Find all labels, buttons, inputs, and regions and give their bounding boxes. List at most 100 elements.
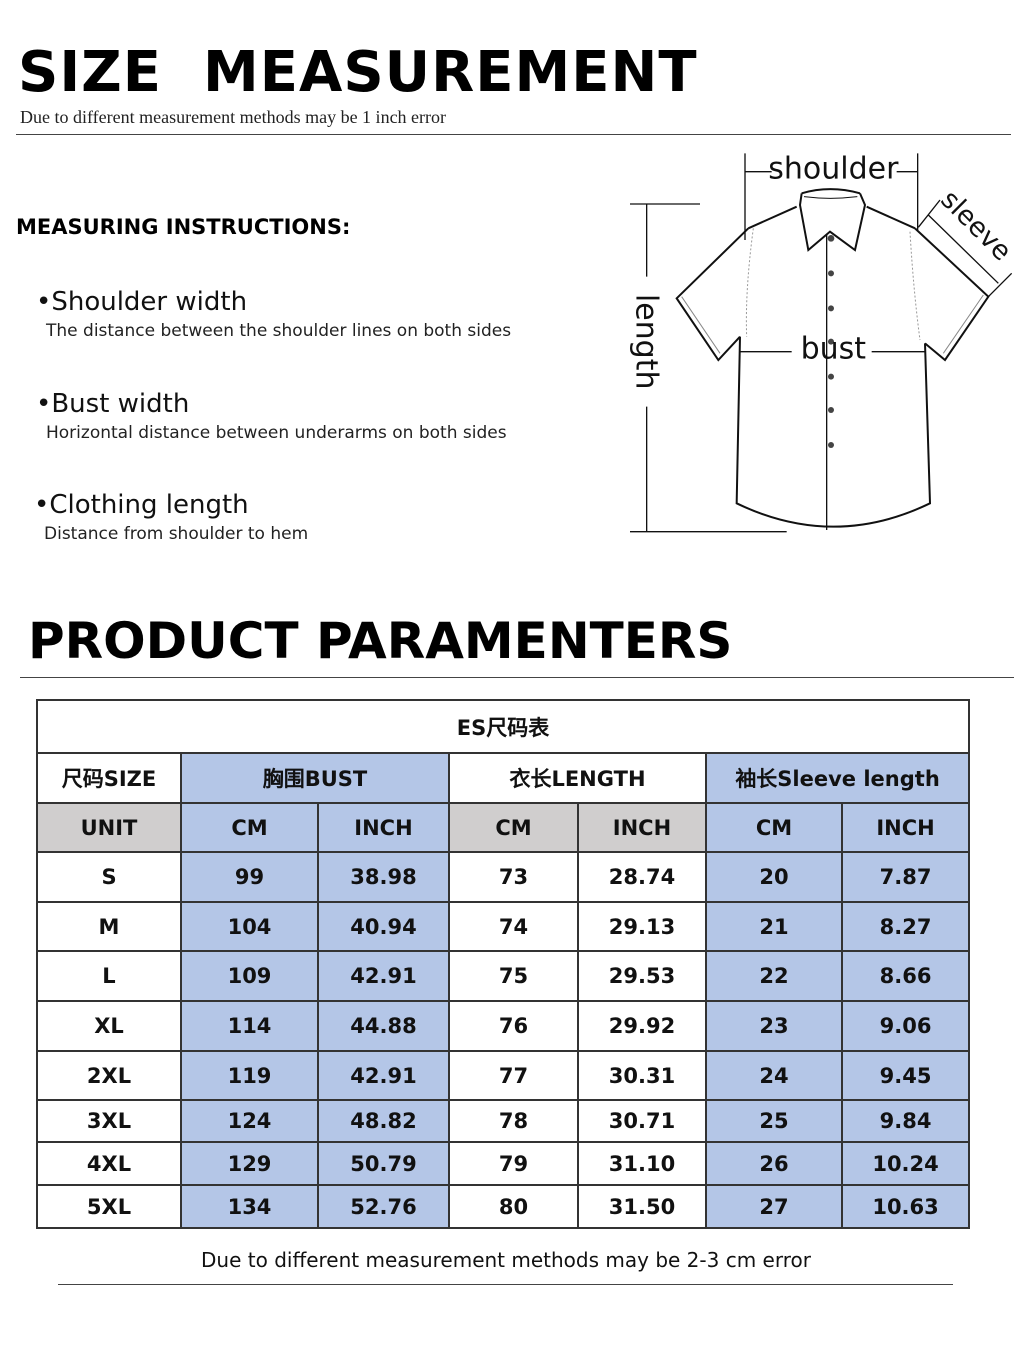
length-label: length xyxy=(629,294,664,390)
value-cell: 22 xyxy=(705,950,843,1002)
value-cell: 134 xyxy=(180,1184,319,1229)
value-cell: 31.10 xyxy=(577,1141,707,1186)
value-cell: 8.66 xyxy=(840,950,971,1002)
value-cell: 52.76 xyxy=(317,1184,450,1229)
value-cell: 27 xyxy=(705,1184,843,1229)
value-cell: 79 xyxy=(448,1141,579,1186)
size-cell: S xyxy=(36,851,182,903)
size-cell: 3XL xyxy=(36,1099,182,1143)
value-cell: 48.82 xyxy=(317,1099,450,1143)
header-length: 衣长LENGTH xyxy=(448,752,707,804)
instruction-desc: The distance between the shoulder lines … xyxy=(46,321,512,341)
unit-cell: INCH xyxy=(840,802,971,853)
table-row: S 99 38.98 73 28.74 20 7.87 xyxy=(36,851,971,903)
table-row: M 104 40.94 74 29.13 21 8.27 xyxy=(36,901,971,952)
table-row: 5XL 134 52.76 80 31.50 27 10.63 xyxy=(36,1184,971,1229)
value-cell: 44.88 xyxy=(317,1000,450,1052)
value-cell: 30.31 xyxy=(577,1050,707,1101)
header-bust: 胸围BUST xyxy=(180,752,450,804)
value-cell: 9.06 xyxy=(840,1000,971,1052)
shirt-outline-icon xyxy=(675,188,990,530)
value-cell: 26 xyxy=(705,1141,843,1186)
value-cell: 78 xyxy=(448,1099,579,1143)
dimension-lines xyxy=(630,153,1013,533)
table-row: L 109 42.91 75 29.53 22 8.66 xyxy=(36,950,971,1002)
size-cell: 2XL xyxy=(36,1050,182,1101)
value-cell: 109 xyxy=(180,950,319,1002)
sleeve-label: sleeve xyxy=(935,184,1018,267)
value-cell: 10.63 xyxy=(840,1184,971,1229)
value-cell: 80 xyxy=(448,1184,579,1229)
value-cell: 10.24 xyxy=(840,1141,971,1186)
value-cell: 73 xyxy=(448,851,579,903)
instruction-bust: •Bust width Horizontal distance between … xyxy=(36,389,507,443)
divider xyxy=(16,134,1011,135)
value-cell: 9.45 xyxy=(840,1050,971,1101)
value-cell: 114 xyxy=(180,1000,319,1052)
value-cell: 77 xyxy=(448,1050,579,1101)
value-cell: 50.79 xyxy=(317,1141,450,1186)
table-row: XL 114 44.88 76 29.92 23 9.06 xyxy=(36,1000,971,1052)
value-cell: 119 xyxy=(180,1050,319,1101)
value-cell: 8.27 xyxy=(840,901,971,952)
unit-cell: CM xyxy=(705,802,843,853)
section-title: PRODUCT PARAMENTERS xyxy=(28,612,733,670)
value-cell: 40.94 xyxy=(317,901,450,952)
unit-cell: INCH xyxy=(317,802,450,853)
instruction-desc: Horizontal distance between underarms on… xyxy=(46,423,507,443)
value-cell: 74 xyxy=(448,901,579,952)
value-cell: 24 xyxy=(705,1050,843,1101)
value-cell: 99 xyxy=(180,851,319,903)
size-table: ES尺码表 尺码SIZE 胸围BUST 衣长LENGTH 袖长Sleeve le… xyxy=(35,699,971,1229)
instruction-label: •Bust width xyxy=(36,389,190,419)
value-cell: 42.91 xyxy=(317,950,450,1002)
instruction-desc: Distance from shoulder to hem xyxy=(44,524,309,544)
footer-note: Due to different measurement methods may… xyxy=(201,1248,811,1272)
instructions-heading: MEASURING INSTRUCTIONS: xyxy=(16,215,351,239)
value-cell: 38.98 xyxy=(317,851,450,903)
table-title: ES尺码表 xyxy=(35,699,971,754)
group-header-row: 尺码SIZE 胸围BUST 衣长LENGTH 袖长Sleeve length xyxy=(36,752,971,804)
value-cell: 75 xyxy=(448,950,579,1002)
value-cell: 7.87 xyxy=(840,851,971,903)
value-cell: 129 xyxy=(180,1141,319,1186)
instruction-length: •Clothing length Distance from shoulder … xyxy=(34,490,308,544)
shirt-diagram: shoulder bust length sleeve xyxy=(629,151,1018,533)
bust-label: bust xyxy=(801,331,867,366)
size-cell: M xyxy=(36,901,182,952)
unit-cell: INCH xyxy=(577,802,707,853)
shoulder-label: shoulder xyxy=(768,151,899,186)
value-cell: 29.92 xyxy=(577,1000,707,1052)
unit-row: UNIT CM INCH CM INCH CM INCH xyxy=(36,802,971,853)
size-cell: XL xyxy=(36,1000,182,1052)
value-cell: 76 xyxy=(448,1000,579,1052)
value-cell: 104 xyxy=(180,901,319,952)
divider xyxy=(58,1284,953,1285)
divider xyxy=(20,677,1014,678)
value-cell: 25 xyxy=(705,1099,843,1143)
value-cell: 42.91 xyxy=(317,1050,450,1101)
value-cell: 28.74 xyxy=(577,851,707,903)
table-row: 2XL 119 42.91 77 30.31 24 9.45 xyxy=(36,1050,971,1101)
subtitle: Due to different measurement methods may… xyxy=(20,107,447,127)
page-title: SIZE MEASUREMENT xyxy=(18,40,698,105)
instruction-label: •Shoulder width xyxy=(36,287,248,317)
value-cell: 31.50 xyxy=(577,1184,707,1229)
value-cell: 29.53 xyxy=(577,950,707,1002)
value-cell: 124 xyxy=(180,1099,319,1143)
size-cell: L xyxy=(36,950,182,1002)
instruction-shoulder: •Shoulder width The distance between the… xyxy=(36,287,511,341)
table-row: 4XL 129 50.79 79 31.10 26 10.24 xyxy=(36,1141,971,1186)
value-cell: 30.71 xyxy=(577,1099,707,1143)
header-sleeve: 袖长Sleeve length xyxy=(704,752,971,804)
value-cell: 23 xyxy=(705,1000,843,1052)
unit-cell: CM xyxy=(448,802,579,853)
value-cell: 21 xyxy=(705,901,843,952)
value-cell: 20 xyxy=(705,851,843,903)
value-cell: 29.13 xyxy=(577,901,707,952)
instruction-label: •Clothing length xyxy=(34,490,249,520)
size-cell: 5XL xyxy=(36,1184,182,1229)
size-cell: 4XL xyxy=(36,1141,182,1186)
unit-cell: CM xyxy=(180,802,319,853)
table-row: 3XL 124 48.82 78 30.71 25 9.84 xyxy=(36,1099,971,1143)
